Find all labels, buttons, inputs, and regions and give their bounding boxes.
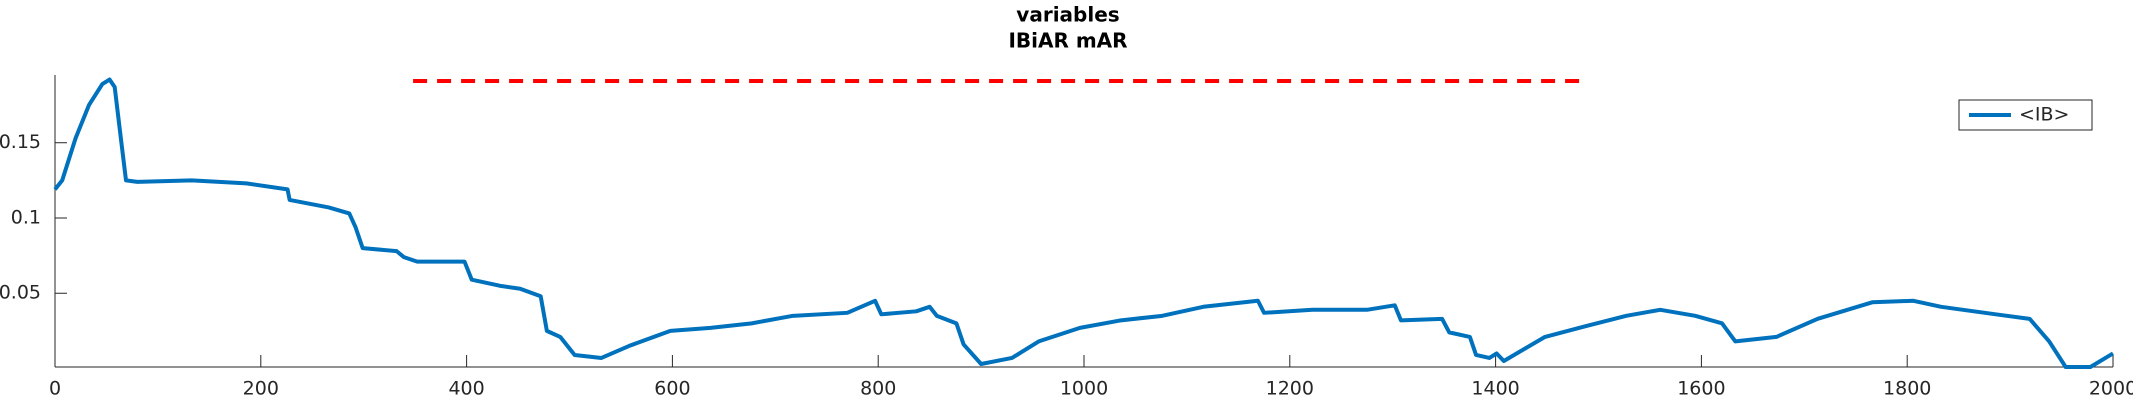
x-tick-label: 2000 <box>2089 378 2133 400</box>
y-tick-label: 0.15 <box>0 131 41 153</box>
legend-label: <IB> <box>2019 104 2069 126</box>
x-tick-label: 800 <box>860 378 896 400</box>
legend-box <box>1958 99 2093 131</box>
x-tick-label: 1800 <box>1883 378 1931 400</box>
line-series <box>53 77 2115 369</box>
chart-subtitle: IBiAR mAR <box>1008 29 1127 53</box>
x-tick-label: 0 <box>49 378 61 400</box>
x-tick-label: 1600 <box>1677 378 1725 400</box>
x-tick-label: 1400 <box>1471 378 1519 400</box>
x-tick-label: 1000 <box>1060 378 1108 400</box>
x-tick-label: 600 <box>654 378 690 400</box>
x-tick-label: 1200 <box>1266 378 1314 400</box>
x-tick-label: 200 <box>243 378 279 400</box>
y-tick-label: 0.05 <box>0 282 41 304</box>
chart-title: variables <box>1016 3 1119 27</box>
x-tick-label: 400 <box>448 378 484 400</box>
y-tick-label: 0.1 <box>11 206 41 228</box>
